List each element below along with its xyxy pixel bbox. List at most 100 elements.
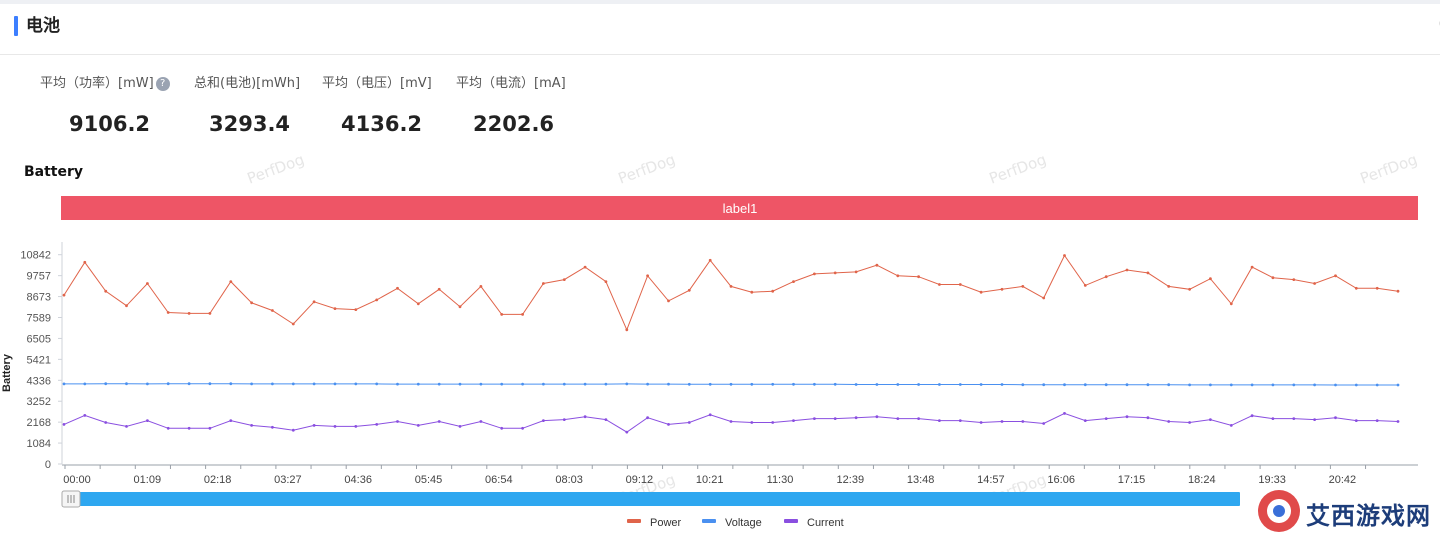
- data-point: [396, 286, 399, 290]
- data-point: [521, 382, 524, 386]
- data-point: [146, 419, 149, 422]
- data-point: [291, 428, 295, 432]
- data-point: [1104, 275, 1108, 279]
- x-tick-label: 13:48: [907, 474, 935, 486]
- stat-label: 平均（电压）[mV]: [322, 76, 432, 91]
- data-point: [1000, 420, 1004, 423]
- data-point: [104, 382, 108, 386]
- data-point: [1375, 286, 1379, 290]
- data-point: [875, 383, 879, 386]
- data-point: [896, 417, 900, 420]
- data-point: [333, 382, 337, 386]
- legend-label[interactable]: Voltage: [725, 517, 762, 529]
- data-point: [1188, 421, 1191, 424]
- data-point: [312, 382, 316, 386]
- data-point: [1354, 419, 1358, 422]
- data-point: [562, 382, 566, 386]
- data-point: [229, 382, 233, 386]
- data-point: [229, 419, 233, 422]
- data-point: [750, 290, 754, 294]
- data-point: [1292, 383, 1296, 387]
- stat-avg-power: 平均（功率）[mW]? 9106.2: [40, 74, 170, 136]
- legend-label[interactable]: Power: [650, 517, 682, 529]
- collapse-icon[interactable]: (: [1439, 16, 1440, 32]
- label-band-text: label1: [723, 201, 758, 216]
- stat-value: 4136.2: [341, 112, 423, 136]
- data-point: [416, 382, 420, 386]
- data-point: [854, 270, 858, 274]
- data-point: [1021, 285, 1025, 288]
- data-point: [1021, 420, 1025, 423]
- data-point: [271, 309, 274, 312]
- data-point: [312, 300, 316, 304]
- data-point: [396, 382, 399, 386]
- data-point: [896, 274, 900, 278]
- data-point: [83, 414, 87, 417]
- data-point: [1292, 417, 1296, 420]
- data-point: [1000, 383, 1004, 386]
- data-point: [1354, 383, 1358, 387]
- data-point: [229, 280, 233, 283]
- data-point: [437, 420, 441, 423]
- data-point: [250, 382, 254, 386]
- x-tick-label: 02:18: [204, 474, 232, 486]
- data-point: [500, 382, 504, 386]
- data-point: [1063, 254, 1066, 257]
- data-point: [1188, 287, 1191, 291]
- data-point: [375, 423, 379, 426]
- data-point: [1042, 383, 1046, 387]
- data-point: [792, 419, 795, 422]
- data-point: [1229, 383, 1233, 387]
- data-point: [875, 263, 879, 267]
- y-tick-label: 9757: [27, 271, 51, 283]
- data-point: [1375, 419, 1379, 422]
- y-tick-label: 3252: [27, 396, 51, 408]
- data-point: [1125, 383, 1129, 387]
- data-point: [1271, 417, 1275, 420]
- data-point: [125, 382, 128, 386]
- legend-label[interactable]: Current: [807, 517, 844, 529]
- data-point: [687, 382, 691, 386]
- data-point: [1083, 383, 1087, 387]
- data-point: [458, 425, 462, 428]
- legend-swatch[interactable]: [702, 519, 716, 523]
- data-point: [479, 420, 483, 423]
- data-point: [521, 313, 524, 316]
- data-point: [958, 283, 962, 286]
- data-point: [1063, 383, 1066, 387]
- data-point: [1334, 416, 1337, 420]
- y-tick-label: 7589: [27, 312, 51, 324]
- data-point: [1083, 284, 1087, 287]
- header-accent-bar: [14, 16, 18, 36]
- data-point: [896, 383, 900, 386]
- data-point: [542, 419, 545, 422]
- data-point: [604, 280, 608, 283]
- data-point: [1313, 418, 1316, 421]
- data-point: [1063, 412, 1066, 415]
- logo-mark-icon: [1258, 490, 1300, 532]
- data-point: [208, 312, 212, 315]
- x-tick-label: 00:00: [63, 474, 91, 486]
- data-point: [542, 382, 545, 386]
- data-point: [583, 265, 587, 269]
- data-point: [604, 418, 608, 421]
- data-point: [792, 382, 795, 386]
- x-tick-label: 16:06: [1047, 474, 1075, 486]
- data-point: [1250, 265, 1254, 269]
- y-tick-label: 6505: [27, 333, 51, 345]
- data-point: [833, 417, 837, 420]
- y-axis-label: Battery: [1, 353, 13, 392]
- legend-swatch[interactable]: [627, 519, 641, 523]
- data-point: [1042, 422, 1046, 425]
- data-point: [125, 425, 128, 428]
- x-tick-label: 09:12: [626, 474, 654, 486]
- data-point: [83, 382, 87, 386]
- data-point: [646, 382, 649, 386]
- zoom-slider-track[interactable]: [62, 492, 1240, 506]
- data-point: [416, 302, 420, 306]
- site-logo: 艾西游戏网: [1254, 490, 1440, 536]
- legend-swatch[interactable]: [784, 519, 798, 523]
- x-tick-label: 18:24: [1188, 474, 1216, 486]
- help-icon[interactable]: ?: [155, 77, 170, 91]
- data-point: [771, 421, 775, 424]
